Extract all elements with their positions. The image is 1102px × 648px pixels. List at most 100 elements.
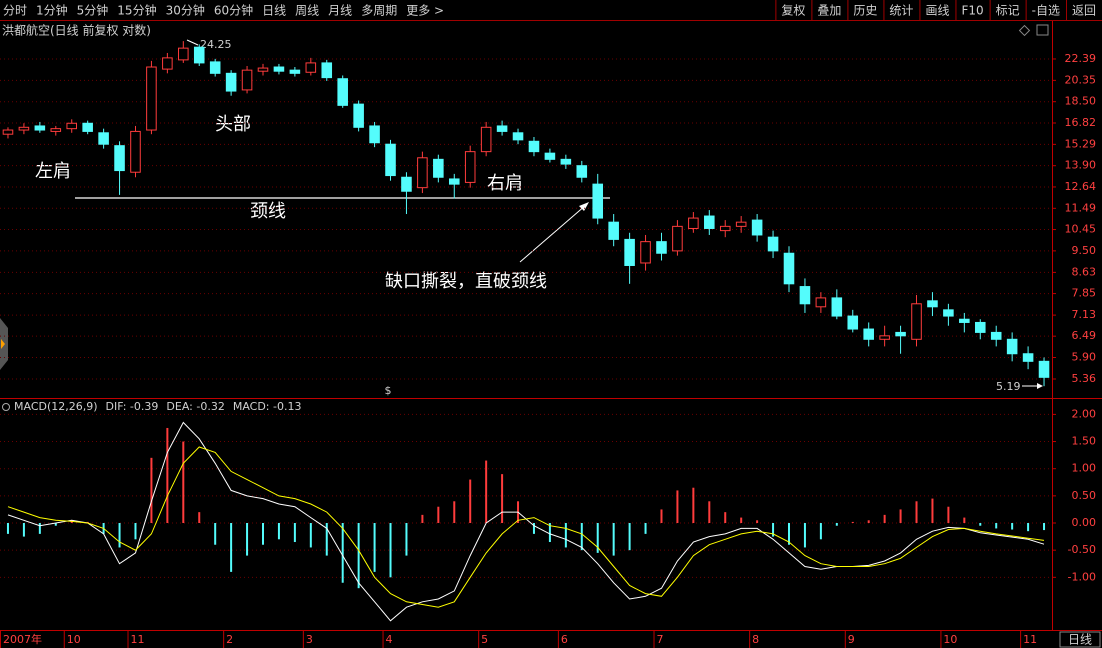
macd-bar (548, 523, 551, 543)
y-tick-label: 8.63 (1072, 265, 1097, 278)
candle-body (464, 151, 476, 183)
macd-bar (564, 523, 567, 548)
macd-bar (899, 509, 902, 524)
macd-bar (485, 460, 488, 524)
macd-bar (501, 474, 504, 524)
macd-bar (740, 517, 743, 524)
y-tick-label: 18.50 (1065, 95, 1097, 108)
macd-bar (22, 523, 25, 537)
period-tab[interactable]: 30分钟 (166, 3, 205, 18)
macd-bar (309, 523, 312, 548)
tool-button[interactable]: 统计 (889, 4, 913, 18)
candle-body (879, 335, 890, 340)
tool-button[interactable]: 标记 (996, 4, 1020, 18)
macd-icon[interactable] (2, 403, 10, 411)
tool-button[interactable]: 返回 (1072, 4, 1096, 18)
min-price-arrowhead (1037, 383, 1043, 389)
candle-body (592, 183, 604, 219)
period-tab[interactable]: 分时 (3, 4, 27, 18)
candle-body (401, 176, 412, 192)
candle-body (225, 72, 237, 92)
tool-button[interactable]: 历史 (853, 4, 877, 18)
y-tick-label: 22.39 (1065, 52, 1097, 65)
y-tick-label: 11.49 (1065, 201, 1097, 214)
candle-body (672, 225, 683, 252)
candle-body (241, 69, 253, 91)
x-tick-label: 2 (226, 633, 233, 646)
candle-body (114, 145, 125, 172)
macd-value-label: MACD: -0.13 (233, 400, 302, 413)
y-tick-label: 2.00 (1072, 407, 1097, 420)
x-tick-label: 11 (1023, 633, 1037, 646)
macd-bar (628, 523, 631, 551)
y-tick-label: -0.50 (1068, 543, 1096, 556)
macd-bar (724, 512, 727, 524)
tool-button[interactable]: -自选 (1032, 4, 1060, 18)
period-tab[interactable]: 日线 (262, 4, 286, 18)
macd-bar (6, 523, 9, 534)
x-tick-label: 7 (657, 633, 664, 646)
period-tab[interactable]: 15分钟 (117, 3, 156, 18)
candle-body (273, 66, 285, 72)
macd-bar (1027, 523, 1030, 532)
annotation-arrowhead (579, 202, 589, 211)
period-box[interactable] (1059, 631, 1101, 648)
candle-body (305, 62, 317, 73)
max-price-pointer (186, 39, 199, 46)
candle-body (704, 215, 715, 229)
macd-bar (293, 523, 296, 543)
tool-button[interactable]: 叠加 (817, 4, 841, 18)
period-tab[interactable]: 周线 (295, 4, 319, 18)
candle-body (98, 132, 109, 145)
y-tick-label: 16.82 (1065, 116, 1097, 129)
candle-body (751, 219, 763, 236)
annotation: 右肩 (487, 173, 523, 194)
macd-bar (389, 523, 392, 578)
macd-bar (883, 514, 886, 524)
candle-body (66, 122, 78, 130)
macd-bar (612, 523, 615, 556)
candle-body (369, 125, 380, 144)
macd-bar (182, 441, 185, 524)
event-marker: $ (385, 384, 392, 397)
candle-body (895, 331, 906, 337)
annotation: 头部 (215, 114, 251, 135)
candle-body (560, 158, 572, 165)
period-tab[interactable]: 更多 > (406, 4, 444, 18)
period-tab[interactable]: 5分钟 (77, 3, 109, 18)
candle-body (385, 143, 396, 177)
chart-title: 洪都航空(日线 前复权 对数) (2, 23, 151, 38)
y-tick-label: 1.50 (1072, 435, 1097, 448)
macd-title: MACD(12,26,9) (14, 400, 98, 413)
macd-value-label: DEA: -0.32 (166, 400, 224, 413)
icon-diamond[interactable] (1018, 24, 1031, 37)
icon-window[interactable] (1036, 24, 1049, 36)
candle-body (719, 225, 731, 232)
candle-body (448, 178, 460, 185)
x-tick-label: 5 (481, 633, 488, 646)
tool-button[interactable]: 复权 (781, 4, 805, 18)
macd-bar (1011, 523, 1014, 530)
period-tab[interactable]: 月线 (328, 4, 352, 18)
macd-bar (979, 523, 982, 526)
candle-body (178, 47, 189, 61)
x-tick-label: 9 (848, 633, 855, 646)
macd-bar (1043, 523, 1046, 531)
period-tab[interactable]: 1分钟 (36, 3, 68, 18)
period-tab[interactable]: 60分钟 (214, 3, 253, 18)
candle-body (863, 328, 874, 340)
tool-button[interactable]: 画线 (925, 4, 949, 18)
y-tick-label: 12.64 (1065, 180, 1097, 193)
period-tab[interactable]: 多周期 (361, 4, 397, 18)
x-tick-label: 10 (67, 633, 81, 646)
macd-bar (963, 517, 966, 524)
macd-bar (947, 506, 950, 524)
macd-bar (262, 523, 264, 545)
macd-bar (357, 523, 360, 589)
period-label[interactable]: 日线 (1068, 633, 1092, 647)
candle-body (82, 122, 93, 132)
candle-body (783, 252, 795, 285)
tool-button[interactable]: F10 (961, 4, 983, 18)
candle-body (767, 236, 779, 252)
x-tick-label: 8 (752, 633, 759, 646)
